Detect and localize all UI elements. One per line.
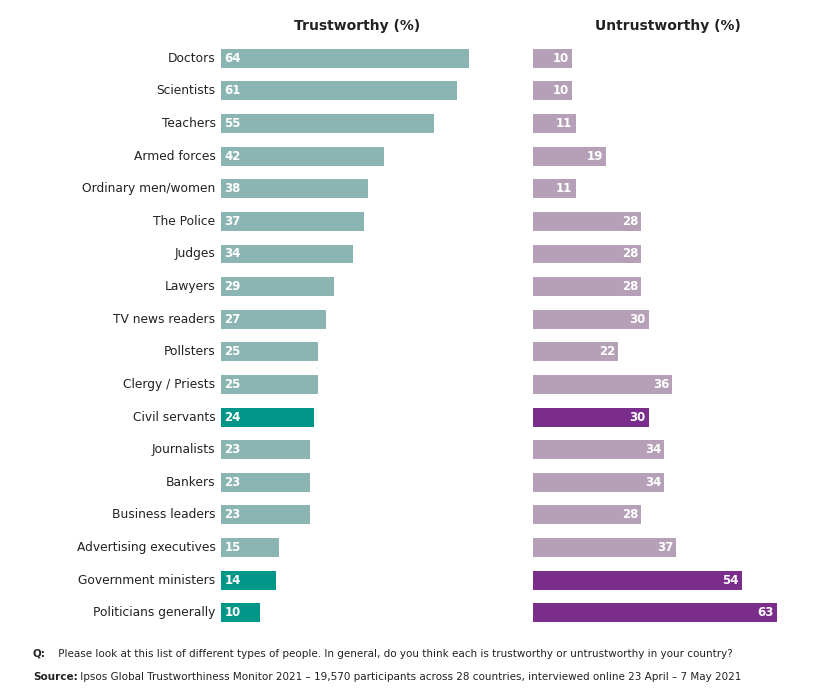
Bar <box>221 375 318 394</box>
Text: Advertising executives: Advertising executives <box>77 541 215 554</box>
Bar <box>221 505 310 524</box>
Bar <box>221 538 279 557</box>
Text: 61: 61 <box>224 85 241 97</box>
Text: Judges: Judges <box>174 247 215 261</box>
Text: 23: 23 <box>224 508 241 521</box>
Text: 10: 10 <box>224 606 241 619</box>
Bar <box>532 440 663 459</box>
Text: 10: 10 <box>552 52 568 65</box>
Text: Pollsters: Pollsters <box>164 345 215 359</box>
Bar <box>532 570 741 590</box>
Text: 28: 28 <box>621 215 637 228</box>
Bar <box>532 505 640 524</box>
Text: 30: 30 <box>629 410 645 424</box>
Text: Untrustworthy (%): Untrustworthy (%) <box>595 19 740 33</box>
Bar <box>221 570 275 590</box>
Bar <box>221 277 333 296</box>
Text: 14: 14 <box>224 574 241 586</box>
Bar <box>221 179 368 199</box>
Bar <box>532 245 640 264</box>
Bar <box>221 310 325 329</box>
Text: 38: 38 <box>224 182 241 195</box>
Text: 28: 28 <box>621 247 637 261</box>
Bar <box>532 343 618 361</box>
Bar <box>532 310 648 329</box>
Text: 24: 24 <box>224 410 241 424</box>
Bar <box>221 147 383 166</box>
Text: 28: 28 <box>621 508 637 521</box>
Text: 54: 54 <box>722 574 738 586</box>
Bar <box>221 114 433 133</box>
Text: Civil servants: Civil servants <box>133 410 215 424</box>
Text: 63: 63 <box>756 606 772 619</box>
Bar <box>221 49 468 68</box>
Bar <box>532 212 640 231</box>
Text: Bankers: Bankers <box>165 476 215 489</box>
Text: 22: 22 <box>598 345 614 359</box>
Bar <box>221 212 364 231</box>
Text: Ordinary men/women: Ordinary men/women <box>82 182 215 195</box>
Text: 55: 55 <box>224 117 241 130</box>
Bar <box>532 114 575 133</box>
Bar <box>221 343 318 361</box>
Text: 19: 19 <box>586 150 603 163</box>
Bar <box>532 603 776 622</box>
Text: Q:: Q: <box>33 649 46 658</box>
Text: 23: 23 <box>224 443 241 456</box>
Text: 11: 11 <box>555 117 572 130</box>
Bar <box>221 473 310 492</box>
Bar <box>221 408 314 426</box>
Bar <box>532 375 672 394</box>
Text: Trustworthy (%): Trustworthy (%) <box>293 19 419 33</box>
Text: Politicians generally: Politicians generally <box>93 606 215 619</box>
Text: 34: 34 <box>645 476 661 489</box>
Text: Government ministers: Government ministers <box>79 574 215 586</box>
Text: 37: 37 <box>656 541 672 554</box>
Bar <box>532 81 571 101</box>
Text: 34: 34 <box>224 247 241 261</box>
Text: 37: 37 <box>224 215 241 228</box>
Bar <box>221 440 310 459</box>
Text: Armed forces: Armed forces <box>133 150 215 163</box>
Text: 25: 25 <box>224 345 241 359</box>
Text: 34: 34 <box>645 443 661 456</box>
Text: 11: 11 <box>555 182 572 195</box>
Text: Teachers: Teachers <box>161 117 215 130</box>
Bar <box>532 49 571 68</box>
Text: Please look at this list of different types of people. In general, do you think : Please look at this list of different ty… <box>55 649 732 658</box>
Text: 10: 10 <box>552 85 568 97</box>
Bar <box>532 538 675 557</box>
Bar <box>221 245 352 264</box>
Text: 23: 23 <box>224 476 241 489</box>
Text: Scientists: Scientists <box>156 85 215 97</box>
Text: Clergy / Priests: Clergy / Priests <box>124 378 215 391</box>
Text: Doctors: Doctors <box>168 52 215 65</box>
Text: 30: 30 <box>629 312 645 326</box>
Text: 27: 27 <box>224 312 241 326</box>
Bar <box>532 473 663 492</box>
Text: Lawyers: Lawyers <box>165 280 215 293</box>
Text: 28: 28 <box>621 280 637 293</box>
Bar <box>532 408 648 426</box>
Text: TV news readers: TV news readers <box>113 312 215 326</box>
Text: 36: 36 <box>652 378 668 391</box>
Text: 25: 25 <box>224 378 241 391</box>
Bar <box>221 603 260 622</box>
Text: 15: 15 <box>224 541 241 554</box>
Bar <box>532 147 606 166</box>
Text: The Police: The Police <box>153 215 215 228</box>
Bar <box>221 81 457 101</box>
Text: 29: 29 <box>224 280 241 293</box>
Bar <box>532 277 640 296</box>
Text: Journalists: Journalists <box>152 443 215 456</box>
Text: Business leaders: Business leaders <box>112 508 215 521</box>
Bar <box>532 179 575 199</box>
Text: Ipsos Global Trustworthiness Monitor 2021 – 19,570 participants across 28 countr: Ipsos Global Trustworthiness Monitor 202… <box>77 672 740 682</box>
Text: Source:: Source: <box>33 672 78 682</box>
Text: 64: 64 <box>224 52 241 65</box>
Text: 42: 42 <box>224 150 241 163</box>
